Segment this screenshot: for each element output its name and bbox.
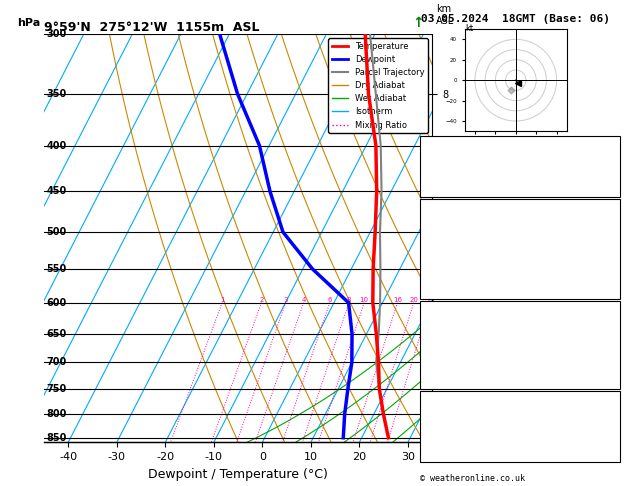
Text: K: K <box>423 141 429 151</box>
Text: 16.2: 16.2 <box>594 230 617 240</box>
Text: 500: 500 <box>47 227 67 237</box>
Text: 03.05.2024  18GMT (Base: 06): 03.05.2024 18GMT (Base: 06) <box>421 14 610 24</box>
Text: Hodograph: Hodograph <box>494 393 547 403</box>
Text: 600: 600 <box>47 298 67 308</box>
Text: 349: 349 <box>599 333 617 343</box>
Text: kt: kt <box>465 24 473 33</box>
Text: 1: 1 <box>220 297 225 303</box>
Text: StmDir: StmDir <box>423 435 459 446</box>
Text: 163: 163 <box>599 362 617 372</box>
Text: 40: 40 <box>605 161 617 172</box>
Text: Totals Totals: Totals Totals <box>423 161 499 172</box>
Text: 0: 0 <box>611 377 617 386</box>
Text: 800: 800 <box>47 409 67 419</box>
Text: 2.69: 2.69 <box>594 182 617 191</box>
Text: 349: 349 <box>599 244 617 254</box>
Text: StmSpd (kt): StmSpd (kt) <box>423 450 488 460</box>
Text: 30: 30 <box>605 141 617 151</box>
Text: 700: 700 <box>47 358 67 367</box>
Text: 0: 0 <box>611 347 617 357</box>
Text: PW (cm): PW (cm) <box>423 182 464 191</box>
Text: 850: 850 <box>47 433 67 443</box>
Text: Lifted Index: Lifted Index <box>423 258 494 268</box>
Text: 2: 2 <box>259 297 264 303</box>
Text: -4: -4 <box>605 407 617 417</box>
Text: 450: 450 <box>47 186 67 196</box>
Text: © weatheronline.co.uk: © weatheronline.co.uk <box>420 474 525 483</box>
Text: 9°59'N  275°12'W  1155m  ASL: 9°59'N 275°12'W 1155m ASL <box>44 21 260 34</box>
Text: 25: 25 <box>426 297 435 303</box>
Text: CIN (J): CIN (J) <box>423 377 464 386</box>
Text: 6: 6 <box>328 297 332 303</box>
Text: 650: 650 <box>47 329 67 339</box>
Text: EH: EH <box>423 407 435 417</box>
Text: Pressure (mb): Pressure (mb) <box>423 318 499 328</box>
Text: -1: -1 <box>605 421 617 432</box>
Text: 11°: 11° <box>599 435 617 446</box>
Text: SREH: SREH <box>423 421 447 432</box>
Legend: Temperature, Dewpoint, Parcel Trajectory, Dry Adiabat, Wet Adiabat, Isotherm, Mi: Temperature, Dewpoint, Parcel Trajectory… <box>328 38 428 133</box>
Text: 3: 3 <box>284 297 288 303</box>
Text: CAPE (J): CAPE (J) <box>423 273 470 282</box>
Text: 16: 16 <box>393 297 402 303</box>
Text: CAPE (J): CAPE (J) <box>423 362 470 372</box>
Text: km
ASL: km ASL <box>436 4 454 26</box>
Text: 0: 0 <box>611 287 617 297</box>
Text: 400: 400 <box>47 140 67 151</box>
Text: 8: 8 <box>347 297 351 303</box>
Text: 886: 886 <box>599 318 617 328</box>
Text: 20: 20 <box>409 297 418 303</box>
Text: 4: 4 <box>301 297 306 303</box>
Text: Dewp (°C): Dewp (°C) <box>423 230 476 240</box>
Text: LCL: LCL <box>436 392 454 402</box>
Text: 0: 0 <box>611 258 617 268</box>
Text: Lifted Index: Lifted Index <box>423 347 494 357</box>
Text: θₑ(K): θₑ(K) <box>423 244 453 254</box>
Text: 750: 750 <box>47 384 67 394</box>
Text: 25.5: 25.5 <box>594 216 617 226</box>
Text: Most Unstable: Most Unstable <box>482 304 559 313</box>
Text: hPa: hPa <box>17 18 40 28</box>
Text: Temp (°C): Temp (°C) <box>423 216 476 226</box>
Text: 350: 350 <box>47 89 67 99</box>
Text: 163: 163 <box>599 273 617 282</box>
Text: CIN (J): CIN (J) <box>423 287 464 297</box>
Text: ↑: ↑ <box>412 16 423 30</box>
Text: 10: 10 <box>360 297 369 303</box>
Text: 300: 300 <box>47 29 67 39</box>
Text: θₑ (K): θₑ (K) <box>423 333 459 343</box>
X-axis label: Dewpoint / Temperature (°C): Dewpoint / Temperature (°C) <box>148 468 328 481</box>
Text: 550: 550 <box>47 264 67 274</box>
Text: 3: 3 <box>611 450 617 460</box>
Text: Surface: Surface <box>499 201 541 211</box>
